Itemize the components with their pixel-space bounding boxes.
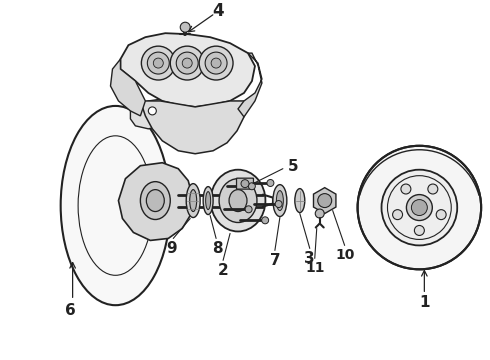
Circle shape — [315, 209, 324, 218]
Text: 9: 9 — [166, 241, 176, 256]
Text: 2: 2 — [218, 263, 228, 278]
Polygon shape — [314, 188, 336, 213]
Polygon shape — [130, 99, 168, 129]
Circle shape — [382, 170, 457, 246]
Ellipse shape — [295, 189, 305, 212]
Circle shape — [170, 46, 204, 80]
Circle shape — [241, 180, 249, 188]
Ellipse shape — [147, 190, 164, 212]
Text: 7: 7 — [270, 253, 280, 268]
Polygon shape — [140, 101, 248, 154]
Text: 10: 10 — [335, 248, 354, 262]
Circle shape — [205, 52, 227, 74]
Circle shape — [245, 206, 252, 213]
Ellipse shape — [186, 184, 200, 217]
Ellipse shape — [273, 185, 287, 216]
Text: 1: 1 — [419, 295, 430, 310]
Circle shape — [436, 210, 446, 220]
Circle shape — [412, 199, 427, 216]
Circle shape — [267, 180, 274, 186]
Text: 3: 3 — [304, 251, 315, 266]
Polygon shape — [110, 59, 146, 116]
Ellipse shape — [61, 106, 170, 305]
Circle shape — [176, 52, 198, 74]
Circle shape — [428, 184, 438, 194]
Polygon shape — [119, 163, 192, 240]
Circle shape — [318, 194, 332, 208]
Ellipse shape — [140, 182, 170, 220]
Circle shape — [153, 58, 163, 68]
Circle shape — [180, 22, 190, 32]
Circle shape — [262, 217, 269, 224]
Circle shape — [358, 146, 481, 269]
Circle shape — [275, 201, 282, 207]
Circle shape — [211, 58, 221, 68]
Ellipse shape — [276, 190, 283, 211]
Circle shape — [406, 195, 432, 221]
Ellipse shape — [203, 186, 213, 215]
Text: 11: 11 — [305, 261, 324, 275]
Ellipse shape — [190, 190, 196, 212]
Circle shape — [401, 184, 411, 194]
Circle shape — [392, 210, 403, 220]
Circle shape — [148, 107, 156, 115]
Text: 5: 5 — [288, 159, 298, 174]
Polygon shape — [238, 53, 262, 117]
Ellipse shape — [206, 192, 211, 210]
Ellipse shape — [219, 179, 257, 222]
Circle shape — [415, 225, 424, 235]
FancyBboxPatch shape — [237, 178, 253, 189]
Text: 6: 6 — [65, 303, 76, 318]
Circle shape — [142, 46, 175, 80]
Text: 8: 8 — [212, 241, 222, 256]
Text: 4: 4 — [212, 2, 224, 20]
Circle shape — [248, 183, 255, 190]
Polygon shape — [121, 33, 255, 107]
Circle shape — [182, 58, 192, 68]
Ellipse shape — [229, 190, 247, 212]
Ellipse shape — [211, 170, 266, 231]
Circle shape — [199, 46, 233, 80]
Circle shape — [147, 52, 169, 74]
